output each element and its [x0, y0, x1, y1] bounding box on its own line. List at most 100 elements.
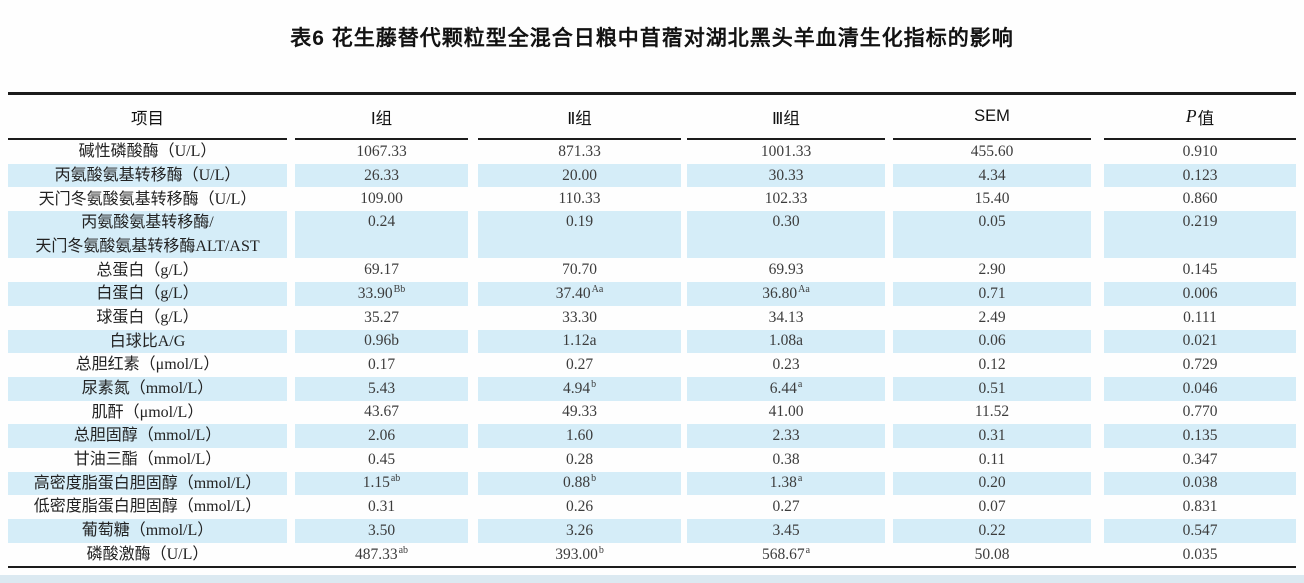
- value-cell: 0.71: [893, 282, 1091, 306]
- value-cell: 0.17: [295, 353, 468, 377]
- value-number: 0.145: [1182, 261, 1218, 279]
- value-cell: 0.05: [893, 211, 1091, 259]
- value-number: 0.347: [1182, 450, 1218, 468]
- value-cell: 1067.33: [295, 140, 468, 164]
- value-cell: 568.67 a: [687, 543, 885, 567]
- value-number: 0.111: [1183, 308, 1217, 326]
- value-cell: 0.24: [295, 211, 468, 259]
- column-gap: [468, 401, 478, 425]
- column-gap: [287, 282, 295, 306]
- value-number: 0.31: [367, 498, 396, 516]
- value-cell: 1.12a: [478, 329, 681, 354]
- column-gap: [468, 353, 478, 377]
- value-cell: 0.30: [687, 211, 885, 259]
- item-cell: 总胆红素（μmol/L）: [8, 353, 287, 377]
- value-cell: 0.12: [893, 353, 1091, 377]
- value-cell: 0.96b: [295, 329, 468, 354]
- value-cell: 33.90 Bb: [295, 282, 468, 306]
- value-number: 2.06: [367, 427, 396, 445]
- header-label: 值: [1197, 109, 1215, 128]
- column-gap: [468, 472, 478, 496]
- table-row: 甘油三酯（mmol/L） 0.45 0.28 0.38 0.11 0.347: [8, 448, 1296, 472]
- header-label: Ⅰ组: [370, 109, 393, 128]
- item-label: 低密度脂蛋白胆固醇（mmol/L）: [33, 498, 262, 516]
- value-number: 0.547: [1182, 521, 1218, 539]
- value-number: 3.26: [565, 521, 594, 539]
- column-gap: [1091, 401, 1104, 425]
- value-number: 0.27: [565, 356, 594, 374]
- column-gap: [885, 519, 893, 543]
- value-number: 1001.33: [760, 142, 812, 160]
- column-gap: [287, 377, 295, 401]
- value-cell: 393.00 b: [478, 543, 681, 567]
- column-gap: [468, 282, 478, 306]
- value-number: 0.23: [772, 356, 800, 374]
- column-gap: [287, 140, 295, 164]
- column-gap: [287, 306, 295, 330]
- value-number: 0.038: [1182, 474, 1218, 492]
- column-gap: [287, 424, 295, 448]
- significance-superscript: ab: [390, 473, 401, 485]
- column-gap: [885, 187, 893, 211]
- item-cell: 尿素氮（mmol/L）: [8, 376, 287, 401]
- significance-superscript: Bb: [393, 283, 406, 295]
- value-number: 0.30: [772, 213, 800, 231]
- table-row: 低密度脂蛋白胆固醇（mmol/L） 0.31 0.26 0.27 0.07 0.831: [8, 495, 1296, 519]
- value-cell: 0.038: [1104, 471, 1296, 496]
- table-row: 碱性磷酸酶（U/L） 1067.33 871.33 1001.33 455.60 0.91…: [8, 140, 1296, 164]
- value-number: 0.71: [978, 284, 1006, 302]
- value-cell: 5.43: [295, 376, 468, 401]
- value-number: 41.00: [768, 403, 804, 421]
- value-cell: 1.08a: [687, 329, 885, 354]
- significance-superscript: ab: [398, 544, 409, 556]
- value-cell: 4.94 b: [478, 376, 681, 401]
- value-number: 36.80: [762, 284, 798, 302]
- value-number: 0.123: [1182, 166, 1218, 184]
- item-cell: 丙氨酸氨基转移酶/天门冬氨酸氨基转移酶ALT/AST: [8, 211, 287, 259]
- value-number: 43.67: [364, 403, 399, 421]
- value-cell: 0.23: [687, 353, 885, 377]
- column-gap: [1091, 95, 1104, 140]
- value-number: 15.40: [974, 190, 1010, 208]
- significance-superscript: Aa: [591, 283, 604, 295]
- value-number: 0.20: [978, 474, 1006, 492]
- value-number: 11.52: [974, 403, 1010, 421]
- value-cell: 3.26: [478, 519, 681, 543]
- column-gap: [468, 95, 478, 140]
- column-gap: [885, 448, 893, 472]
- column-gap: [1091, 377, 1104, 401]
- item-cell: 总胆固醇（mmol/L）: [8, 424, 287, 448]
- table-row: 高密度脂蛋白胆固醇（mmol/L） 1.15 ab 0.88 b 1.38 a 0.20 0.0…: [8, 471, 1296, 496]
- value-number: 109.00: [360, 190, 403, 208]
- value-cell: 35.27: [295, 306, 468, 330]
- value-number: 6.44: [769, 379, 797, 397]
- column-gap: [468, 330, 478, 354]
- column-gap: [885, 424, 893, 448]
- significance-superscript: b: [598, 544, 604, 556]
- value-cell: 109.00: [295, 187, 468, 211]
- value-cell: 26.33: [295, 163, 468, 188]
- value-cell: 0.111: [1104, 306, 1296, 330]
- column-gap: [885, 306, 893, 330]
- value-cell: 0.06: [893, 329, 1091, 354]
- value-number: 2.90: [978, 261, 1006, 279]
- column-gap: [468, 543, 478, 567]
- value-number: 0.219: [1182, 213, 1218, 231]
- value-number: 0.38: [772, 450, 800, 468]
- table-row: 肌酐（μmol/L） 43.67 49.33 41.00 11.52 0.770: [8, 401, 1296, 425]
- table-row: 白球比A/G 0.96b 1.12a 1.08a 0.06 0.021: [8, 329, 1296, 354]
- value-cell: 0.26: [478, 495, 681, 519]
- header-italic-letter: P: [1185, 106, 1197, 126]
- column-gap: [287, 495, 295, 519]
- item-cell: 甘油三酯（mmol/L）: [8, 448, 287, 472]
- table-row: 葡萄糖（mmol/L） 3.50 3.26 3.45 0.22 0.547: [8, 519, 1296, 543]
- item-label: 甘油三酯（mmol/L）: [73, 451, 222, 469]
- table-title: 表6 花生藤替代颗粒型全混合日粮中苜蓿对湖北黑头羊血清生化指标的影响: [290, 27, 1014, 50]
- item-label: 丙氨酸氨基转移酶（U/L）: [54, 166, 241, 184]
- value-cell: 0.51: [893, 376, 1091, 401]
- item-cell: 白蛋白（g/L）: [8, 282, 287, 306]
- value-number: 0.05: [978, 213, 1006, 231]
- value-cell: 0.547: [1104, 519, 1296, 543]
- value-cell: 0.145: [1104, 258, 1296, 282]
